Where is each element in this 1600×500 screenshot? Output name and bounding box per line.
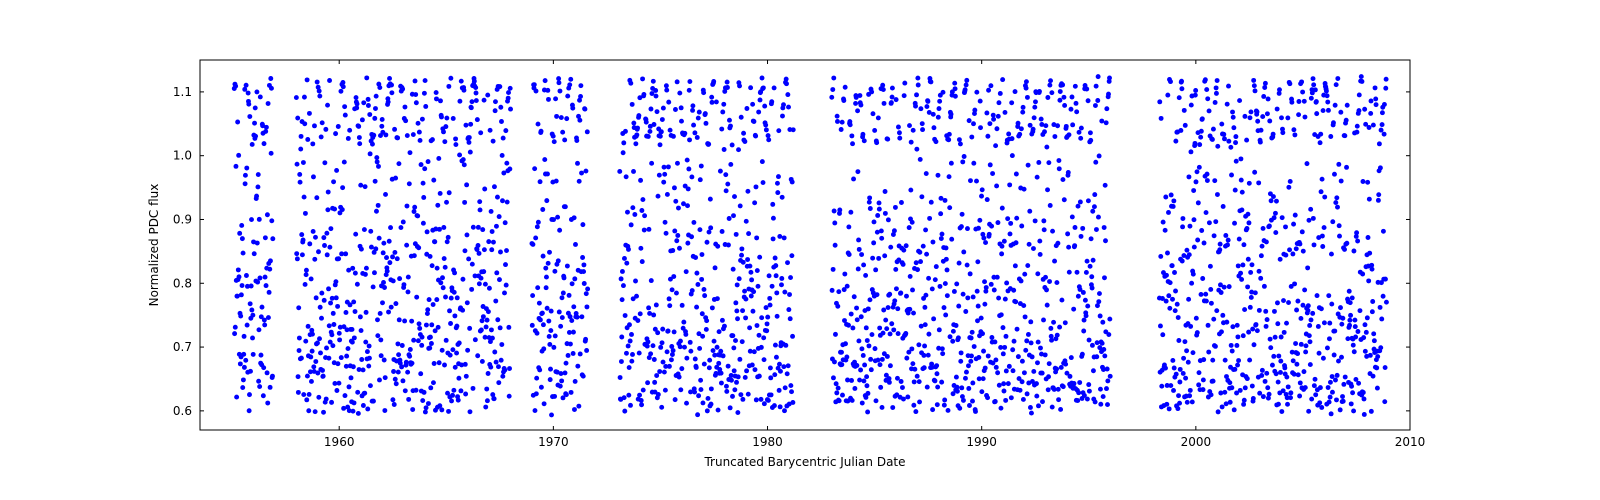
- x-axis-label: Truncated Barycentric Julian Date: [703, 455, 905, 469]
- xtick-label: 2010: [1395, 435, 1426, 449]
- ytick-label: 0.8: [173, 276, 192, 290]
- ytick-label: 0.7: [173, 340, 192, 354]
- ytick-label: 1.0: [173, 149, 192, 163]
- xtick-label: 1990: [966, 435, 997, 449]
- y-axis-label: Normalized PDC flux: [147, 184, 161, 307]
- xtick-label: 1960: [324, 435, 355, 449]
- ytick-label: 0.6: [173, 404, 192, 418]
- xtick-label: 2000: [1181, 435, 1212, 449]
- ytick-label: 0.9: [173, 212, 192, 226]
- lightcurve-chart: 1960 1970 1980 1990 2000 2010 0.6 0.7 0.8 0.9 1.0 1…: [0, 0, 1600, 500]
- xtick-label: 1980: [752, 435, 783, 449]
- xtick-label: 1970: [538, 435, 569, 449]
- ytick-label: 1.1: [173, 85, 192, 99]
- chart-canvas: 1960 1970 1980 1990 2000 2010 0.6 0.7 0.8 0.9 1.0 1…: [0, 0, 1600, 500]
